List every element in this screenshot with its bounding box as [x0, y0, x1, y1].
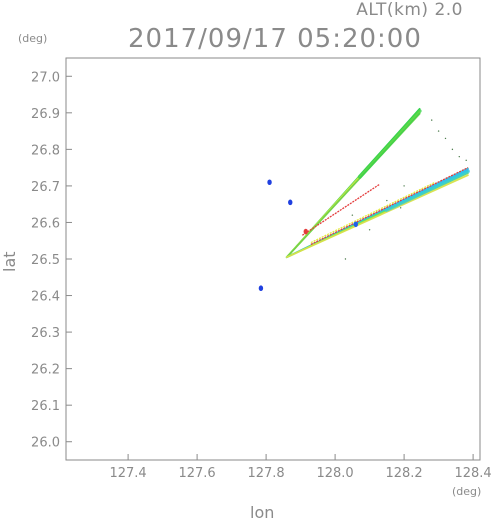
scatter-dot [368, 229, 371, 231]
altitude-label: ALT(km) 2.0 [356, 0, 463, 20]
scatter-dot [344, 258, 347, 260]
y-axis-unit: (deg) [18, 32, 48, 45]
x-axis-label: lon [250, 503, 275, 522]
scatter-dot [403, 185, 405, 187]
x-ticks: 127.4 127.6 127.8 128.0 128.2 128.4 [109, 454, 491, 481]
beam-band [285, 174, 469, 259]
echo-line [301, 183, 381, 236]
echo-blob [267, 179, 272, 186]
y-tick-label: 26.4 [31, 290, 60, 305]
scatter-dot [386, 199, 388, 202]
y-tick-label: 26.6 [31, 216, 60, 231]
scatter-dot [465, 159, 467, 162]
scatter-dot [431, 119, 433, 121]
scatter-dot [458, 155, 460, 158]
x-tick-label: 128.2 [385, 466, 422, 481]
y-tick-label: 26.0 [31, 436, 60, 451]
plot-frame [65, 57, 481, 461]
scatter-dot [351, 214, 354, 216]
y-tick-label: 27.0 [31, 70, 60, 85]
beam-core [384, 169, 470, 212]
echo-blob [288, 199, 293, 206]
echo-blob [353, 221, 358, 228]
y-tick-label: 26.5 [31, 253, 60, 268]
echo-blob [258, 285, 264, 292]
echo-line [310, 181, 436, 244]
x-tick-label: 127.6 [178, 466, 215, 481]
scatter-dot [399, 207, 402, 209]
scatter-dot [444, 137, 447, 140]
y-tick-label: 26.8 [31, 143, 60, 158]
x-tick-label: 128.0 [316, 466, 353, 481]
y-tick-label: 26.7 [31, 180, 60, 195]
echo-line [310, 167, 469, 245]
y-tick-label: 26.1 [31, 399, 60, 414]
y-tick-label: 26.3 [31, 326, 60, 341]
x-tick-label: 127.4 [109, 466, 146, 481]
echo-blob [303, 228, 308, 235]
x-axis-unit: (deg) [452, 485, 482, 498]
scatter-dot [451, 148, 454, 151]
x-tick-label: 128.4 [454, 466, 491, 481]
timestamp-title: 2017/09/17 05:20:00 [128, 24, 422, 54]
scatter-dot [437, 130, 440, 132]
y-tick-label: 26.2 [31, 363, 60, 378]
y-tick-label: 26.9 [31, 107, 60, 122]
x-tick-label: 127.8 [247, 466, 284, 481]
beam-core [357, 108, 422, 179]
data-marks [258, 107, 470, 292]
y-ticks: 26.0 26.1 26.2 26.3 26.4 26.5 26.6 26.7 26.8 26.9… [31, 70, 72, 451]
